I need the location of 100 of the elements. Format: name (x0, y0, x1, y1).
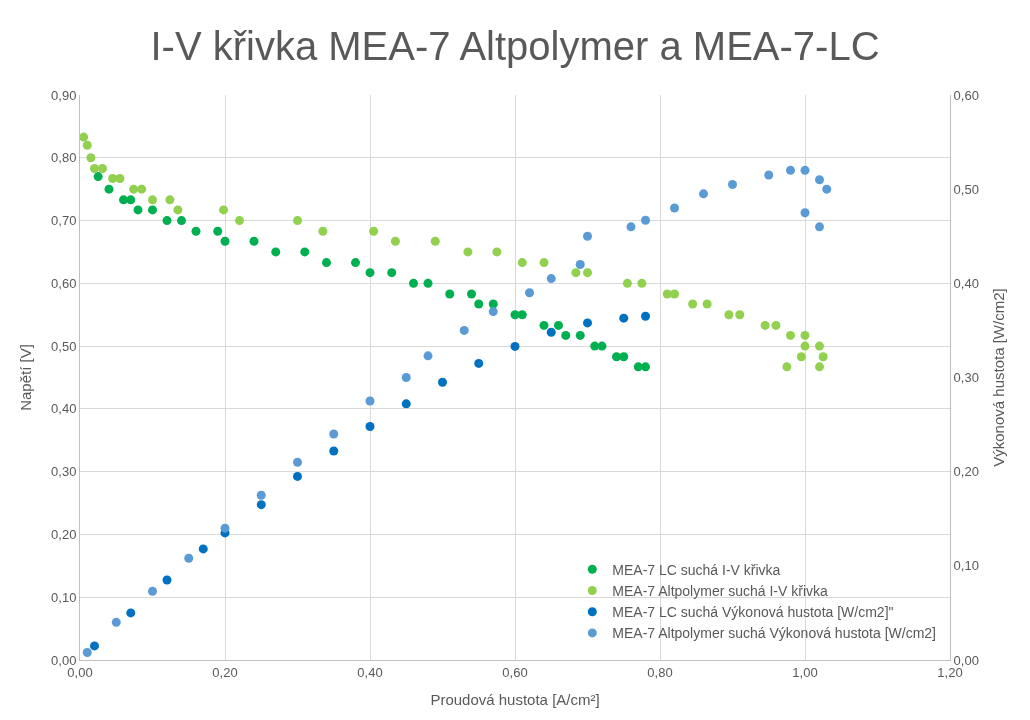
point (162, 575, 172, 585)
point (525, 288, 534, 298)
y-tick-label: 0,20 (51, 526, 77, 542)
point (184, 553, 194, 563)
point (82, 647, 92, 657)
chart-title: I-V křivka MEA-7 Altpolymer a MEA-7-LC (150, 24, 880, 69)
point (387, 268, 397, 278)
point (249, 236, 259, 246)
point (782, 362, 792, 372)
point (764, 170, 774, 180)
y-tick-label: 0,80 (51, 150, 77, 166)
point (438, 377, 447, 387)
point (702, 299, 712, 309)
legend-label: MEA-7 LC suchá I-V křivka (612, 561, 781, 578)
point (104, 184, 114, 194)
point (539, 320, 549, 330)
point (126, 195, 136, 205)
point (445, 289, 455, 299)
point (126, 608, 136, 618)
point (546, 274, 556, 284)
point (129, 184, 139, 194)
point (561, 330, 571, 340)
x-axis-title: Proudová hustota [A/cm²] (430, 690, 600, 708)
point (510, 341, 520, 351)
point (271, 247, 281, 257)
point (256, 500, 266, 510)
point (724, 310, 734, 320)
point (670, 289, 679, 299)
y-tick-label: 0,30 (51, 464, 77, 480)
y-tick-label: 0,40 (51, 401, 77, 417)
y2-axis-title: Výkonová hustota [W/cm2] (989, 288, 1007, 467)
point (583, 231, 592, 241)
point (571, 268, 581, 278)
point (423, 278, 433, 288)
point (688, 299, 698, 309)
point (815, 362, 824, 372)
point (467, 289, 476, 299)
point (760, 320, 770, 330)
point (728, 179, 737, 189)
y2-tick-label: 0,40 (953, 275, 979, 291)
point (583, 318, 592, 328)
point (517, 258, 527, 268)
point (735, 310, 745, 320)
point (800, 165, 810, 175)
point (220, 236, 230, 246)
point (293, 457, 302, 467)
point (619, 313, 629, 323)
point (137, 184, 147, 194)
point (641, 215, 650, 225)
point (177, 216, 186, 226)
point (517, 310, 527, 320)
y2-tick-label: 0,10 (953, 558, 979, 574)
point (90, 641, 99, 651)
point (148, 586, 157, 596)
point (800, 341, 810, 351)
x-tick-label: 0,20 (212, 664, 238, 680)
point (390, 236, 400, 246)
y2-tick-label: 0,50 (953, 181, 979, 197)
point (474, 299, 484, 309)
point (815, 222, 824, 232)
point (401, 373, 411, 382)
point (612, 352, 621, 362)
legend-label: MEA-7 Altpolymer suchá Výkonová hustota [W/cm2] (612, 625, 936, 642)
point (622, 278, 632, 288)
point (637, 278, 647, 288)
point (256, 490, 266, 500)
point (822, 184, 832, 194)
y-tick-label: 0,50 (51, 338, 77, 354)
y-tick-label: 0,10 (51, 589, 77, 605)
point (619, 352, 629, 362)
point (108, 173, 118, 183)
point (369, 226, 379, 236)
y2-tick-label: 0,30 (953, 370, 979, 386)
point (173, 205, 183, 215)
y-axis-title: Napětí [V] (17, 344, 35, 411)
point (401, 399, 411, 409)
point (771, 320, 781, 330)
point (430, 236, 440, 246)
point (786, 330, 795, 340)
y-tick-label: 0,90 (51, 87, 77, 103)
point (365, 268, 375, 278)
point (318, 226, 328, 236)
point (97, 163, 107, 173)
point (423, 351, 433, 361)
point (220, 523, 230, 533)
point (235, 216, 244, 226)
point (90, 163, 99, 173)
point (162, 216, 172, 226)
point (818, 352, 828, 362)
point (322, 258, 331, 268)
point (626, 222, 636, 232)
point (583, 268, 592, 278)
point (86, 153, 96, 163)
legend-label: MEA-7 Altpolymer suchá I-V křivka (612, 582, 829, 599)
x-tick-label: 0,40 (357, 664, 383, 680)
point (165, 195, 175, 205)
point (213, 226, 223, 236)
y-tick-label: 0,60 (51, 275, 77, 291)
point (641, 362, 650, 372)
point (641, 311, 650, 321)
